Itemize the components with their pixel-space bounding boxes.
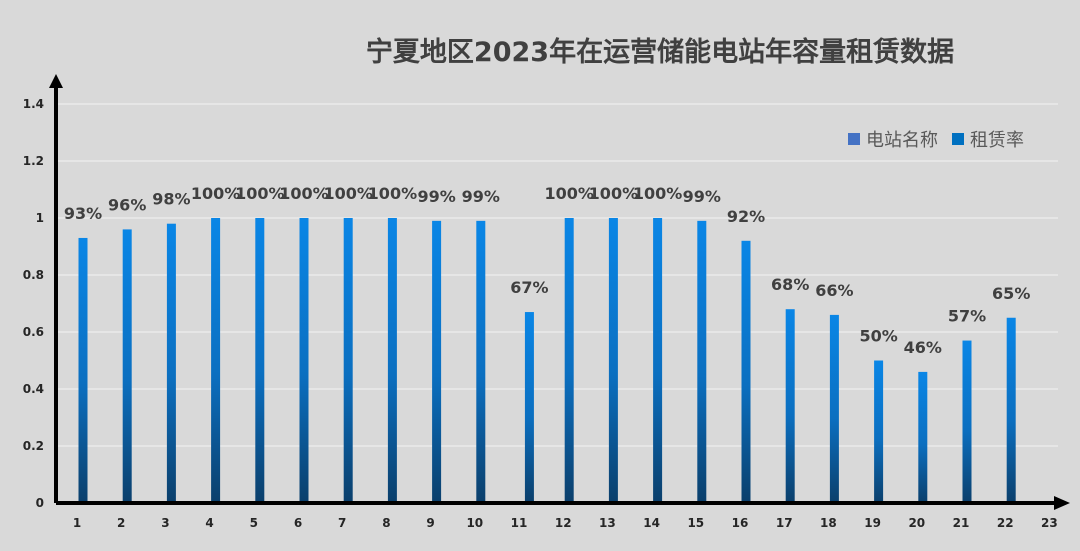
y-tick-label: 0.4 bbox=[23, 382, 44, 396]
bar bbox=[564, 218, 574, 503]
bar bbox=[1006, 317, 1016, 503]
bar bbox=[874, 360, 884, 503]
x-axis-arrow bbox=[1054, 496, 1070, 510]
x-tick-label: 16 bbox=[732, 516, 749, 530]
data-label: 100% bbox=[323, 184, 372, 203]
bar bbox=[829, 314, 839, 503]
x-tick-label: 11 bbox=[511, 516, 528, 530]
x-tick-label: 1 bbox=[73, 516, 81, 530]
bar bbox=[343, 218, 353, 503]
x-tick-label: 9 bbox=[426, 516, 434, 530]
x-tick-label: 3 bbox=[161, 516, 169, 530]
x-tick-label: 7 bbox=[338, 516, 346, 530]
x-tick-label: 20 bbox=[908, 516, 925, 530]
data-label: 50% bbox=[859, 327, 897, 346]
bar bbox=[741, 240, 751, 504]
legend-item-station-name: 电站名称 bbox=[848, 126, 938, 152]
data-label: 100% bbox=[368, 184, 417, 203]
data-label: 92% bbox=[727, 207, 765, 226]
data-label: 100% bbox=[235, 184, 284, 203]
x-tick-label: 23 bbox=[1041, 516, 1058, 530]
x-tick-label: 4 bbox=[205, 516, 213, 530]
data-label: 93% bbox=[64, 204, 102, 223]
x-tick-label: 17 bbox=[776, 516, 793, 530]
data-label: 99% bbox=[462, 187, 500, 206]
y-tick-label: 1.4 bbox=[23, 97, 44, 111]
y-tick-label: 1.2 bbox=[23, 154, 44, 168]
bar bbox=[299, 218, 309, 503]
bar bbox=[697, 220, 707, 503]
x-tick-label: 10 bbox=[466, 516, 483, 530]
x-tick-label: 13 bbox=[599, 516, 616, 530]
legend-swatch-station-name bbox=[848, 133, 860, 145]
bar bbox=[211, 218, 221, 503]
y-tick-label: 1 bbox=[36, 211, 44, 225]
data-label: 100% bbox=[279, 184, 328, 203]
x-tick-label: 2 bbox=[117, 516, 125, 530]
y-axis-arrow bbox=[49, 74, 63, 88]
bar bbox=[608, 218, 618, 503]
data-label: 65% bbox=[992, 284, 1030, 303]
bar bbox=[255, 218, 265, 503]
x-tick-label: 22 bbox=[997, 516, 1014, 530]
data-label: 100% bbox=[633, 184, 682, 203]
bar bbox=[962, 340, 972, 503]
bar bbox=[387, 218, 397, 503]
legend-label-station-name: 电站名称 bbox=[866, 130, 938, 151]
bar bbox=[476, 220, 486, 503]
bar bbox=[432, 220, 442, 503]
data-label: 99% bbox=[683, 187, 721, 206]
legend-item-lease-rate: 租赁率 bbox=[952, 126, 1024, 152]
data-label: 96% bbox=[108, 195, 146, 214]
x-tick-label: 15 bbox=[687, 516, 704, 530]
bar bbox=[918, 371, 928, 503]
data-label: 67% bbox=[510, 278, 548, 297]
bar bbox=[78, 237, 88, 503]
x-tick-label: 18 bbox=[820, 516, 837, 530]
y-tick-label: 0.2 bbox=[23, 439, 44, 453]
x-tick-label: 14 bbox=[643, 516, 660, 530]
bar bbox=[122, 229, 132, 503]
data-label: 57% bbox=[948, 307, 986, 326]
bar bbox=[524, 312, 534, 503]
legend-swatch-lease-rate bbox=[952, 133, 964, 145]
data-label: 99% bbox=[417, 187, 455, 206]
bar bbox=[785, 309, 795, 503]
data-label: 100% bbox=[191, 184, 240, 203]
x-tick-label: 5 bbox=[250, 516, 258, 530]
bar bbox=[653, 218, 663, 503]
x-tick-label: 8 bbox=[382, 516, 390, 530]
chart-title: 宁夏地区2023年在运营储能电站年容量租赁数据 bbox=[365, 37, 955, 68]
data-label: 100% bbox=[544, 184, 593, 203]
x-tick-label: 19 bbox=[864, 516, 881, 530]
data-label: 98% bbox=[152, 190, 190, 209]
data-label: 46% bbox=[904, 338, 942, 357]
data-label: 68% bbox=[771, 275, 809, 294]
x-tick-label: 21 bbox=[953, 516, 970, 530]
data-label: 66% bbox=[815, 281, 853, 300]
bar bbox=[166, 223, 176, 503]
x-tick-label: 6 bbox=[294, 516, 302, 530]
legend-label-lease-rate: 租赁率 bbox=[970, 130, 1024, 151]
x-tick-label: 12 bbox=[555, 516, 572, 530]
y-tick-label: 0 bbox=[36, 496, 44, 510]
y-tick-label: 0.6 bbox=[23, 325, 44, 339]
data-label: 100% bbox=[589, 184, 638, 203]
y-tick-label: 0.8 bbox=[23, 268, 44, 282]
legend: 电站名称 租赁率 bbox=[848, 126, 1032, 152]
